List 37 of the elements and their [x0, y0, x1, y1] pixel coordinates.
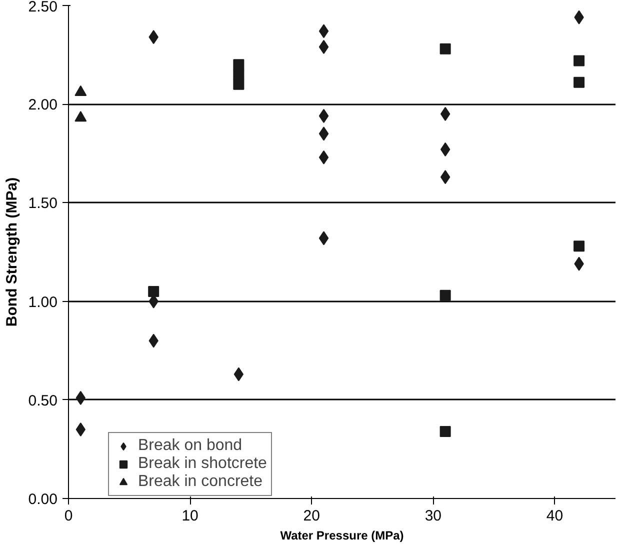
x-tick-label: 20: [303, 508, 320, 524]
y-tick-label: 2.00: [28, 96, 58, 114]
point: [440, 106, 450, 121]
y-tick-label: 0.00: [28, 491, 58, 508]
x-tick-label: 30: [424, 508, 442, 524]
legend-label: Break on bond: [138, 437, 242, 455]
x-axis-title: Water Pressure (MPa): [280, 528, 404, 542]
point: [318, 126, 329, 141]
point: [234, 367, 244, 382]
point: [233, 69, 244, 80]
point: [440, 290, 451, 301]
y-tick-label: 1.00: [28, 294, 58, 311]
point: [574, 55, 585, 66]
y-tick-label: 2.50: [28, 0, 58, 16]
point: [574, 240, 585, 252]
point: [318, 150, 329, 164]
point: [440, 170, 450, 184]
point: [318, 40, 329, 54]
point: [318, 108, 329, 123]
point: [440, 43, 451, 54]
x-tick-label: 0: [64, 508, 73, 524]
point: [440, 142, 450, 156]
y-axis-title: Bond Strength (MPa): [3, 177, 20, 327]
point: [148, 286, 160, 297]
point: [318, 24, 329, 38]
point: [233, 78, 244, 90]
legend-label: Break in concrete: [138, 473, 263, 491]
y-tick-label: 0.50: [28, 392, 58, 410]
x-tick-label: 10: [182, 508, 198, 524]
point: [440, 426, 451, 437]
point: [233, 59, 244, 70]
point: [318, 231, 329, 246]
y-tick-label: 1.50: [28, 195, 58, 212]
x-tick-label: 40: [546, 508, 564, 524]
point: [74, 111, 87, 122]
point: [574, 76, 585, 88]
legend-label: Break in shotcrete: [138, 455, 267, 473]
